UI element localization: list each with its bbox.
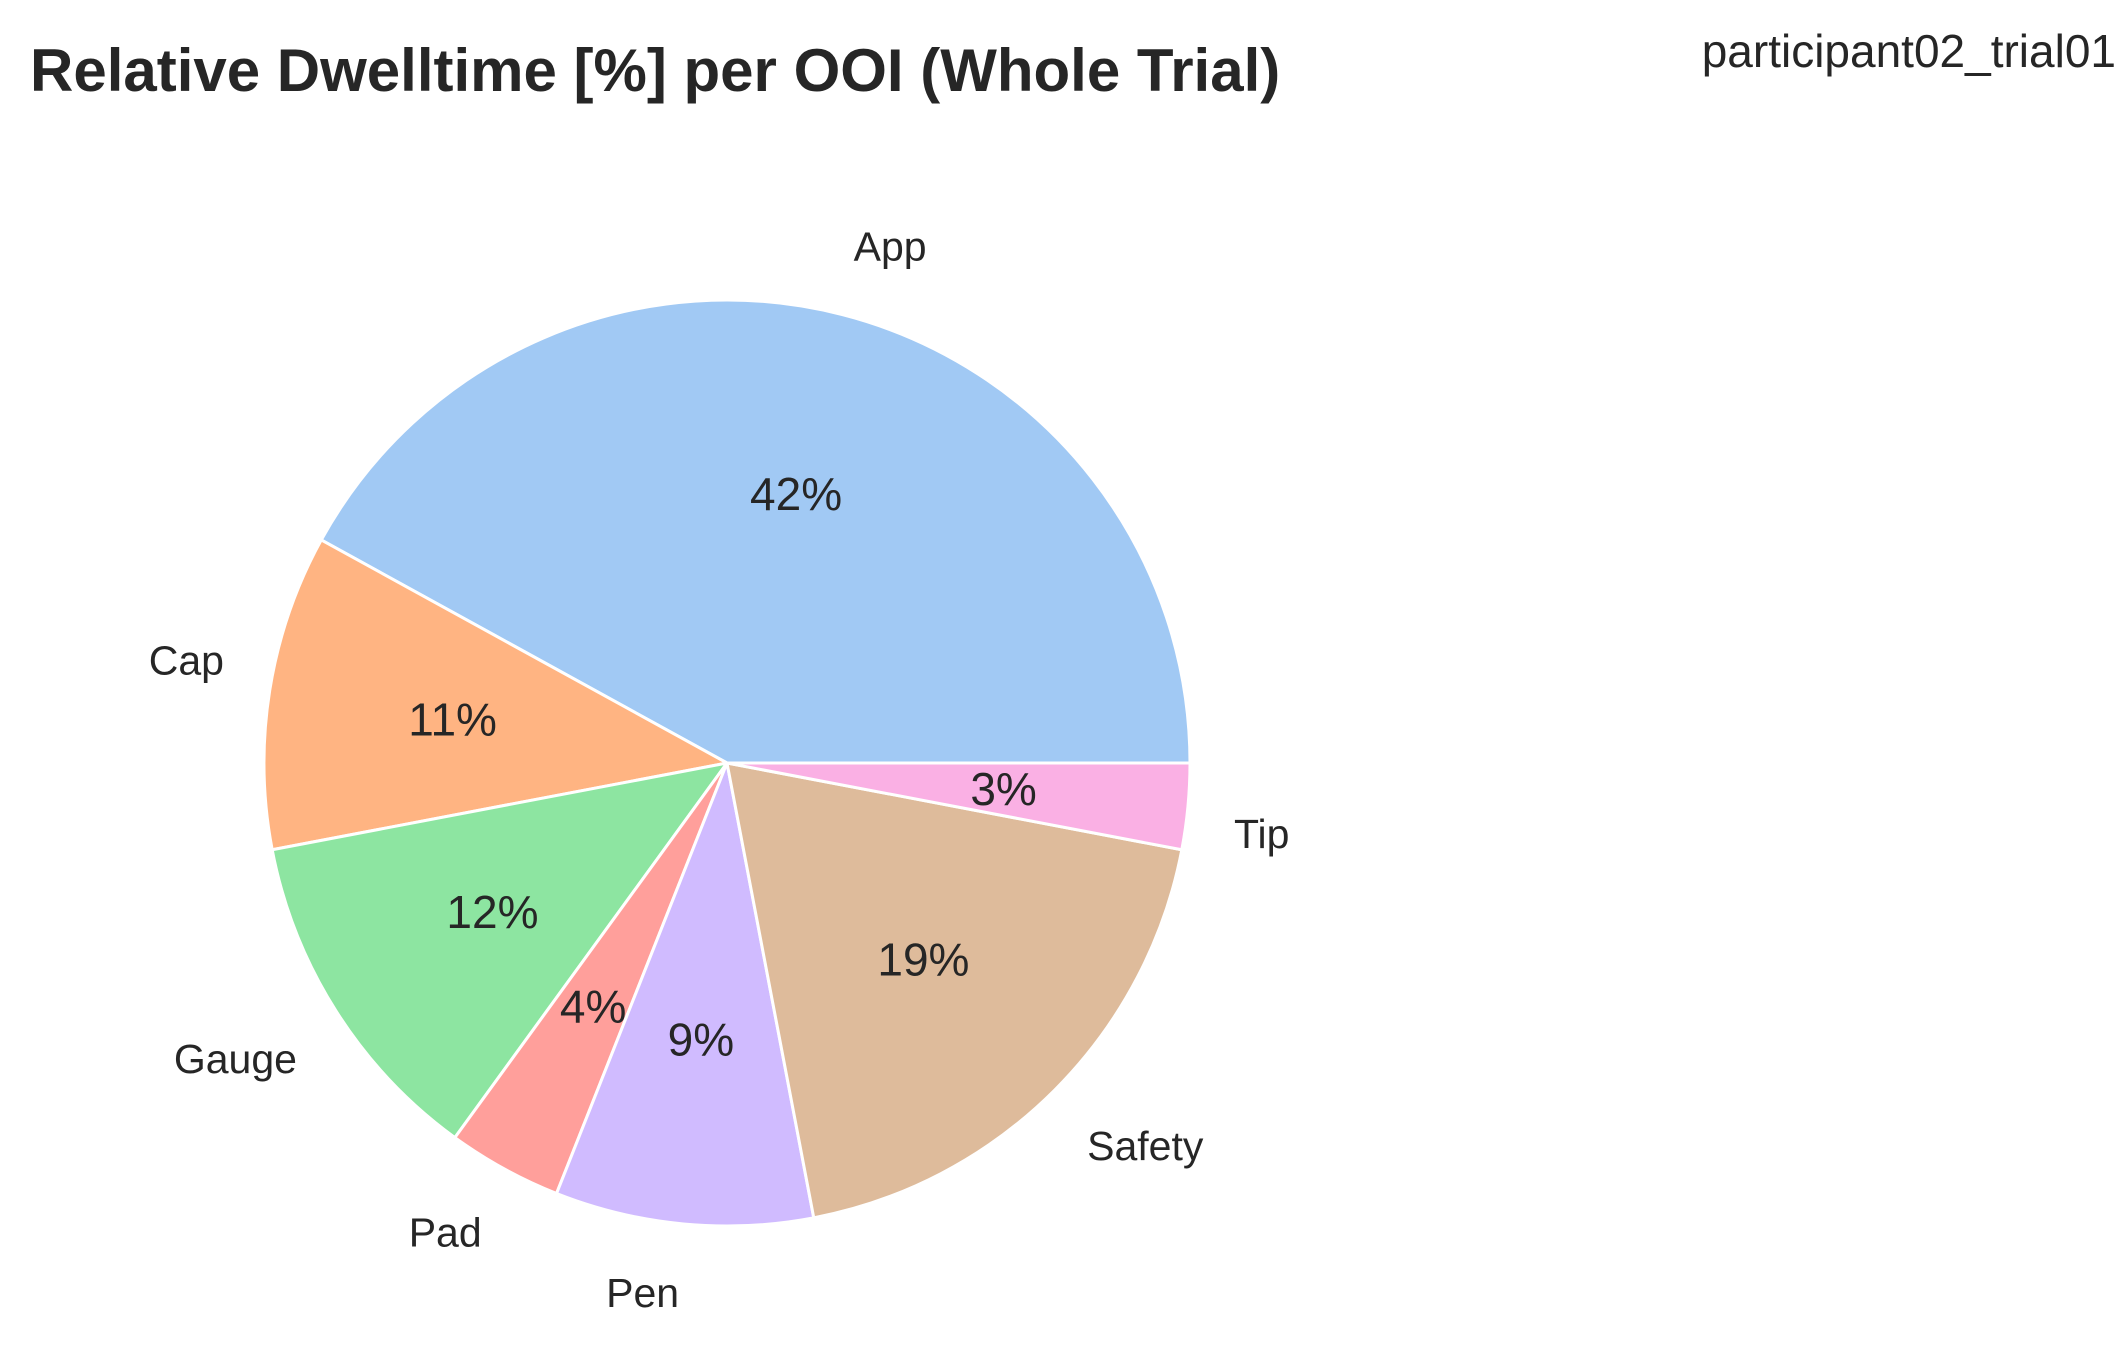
slice-label-pen: Pen (606, 1270, 679, 1316)
pct-label-app: 42% (750, 468, 842, 520)
pct-label-pad: 4% (560, 980, 626, 1032)
pie-slice-cap (262, 538, 729, 852)
pct-label-pen: 9% (668, 1014, 734, 1066)
pie-slice-tip (725, 761, 1192, 852)
pct-label-tip: 3% (970, 763, 1036, 815)
slice-label-safety: Safety (1087, 1123, 1204, 1169)
slice-label-gauge: Gauge (174, 1036, 297, 1082)
slice-label-tip: Tip (1234, 811, 1289, 857)
chart-annotation: participant02_trial01 (1701, 25, 2116, 77)
pie-slice-pen (555, 761, 816, 1228)
chart-title: Relative Dwelltime [%] per OOI (Whole Tr… (30, 37, 1281, 104)
pct-label-safety: 19% (877, 933, 969, 985)
pie-slice-gauge (270, 761, 729, 1140)
pie-slice-app (319, 298, 1192, 765)
slice-label-pad: Pad (409, 1209, 482, 1255)
pie-labels: App 42% Cap 11% Gauge 12% Pad 4% Pen 9% Safety 19% T… (149, 224, 1290, 1316)
pie-slice-safety (725, 761, 1184, 1220)
pct-label-gauge: 12% (446, 886, 538, 938)
pie-slices (262, 298, 1192, 1228)
slice-label-cap: Cap (149, 637, 224, 683)
slice-label-app: App (854, 224, 927, 270)
pct-label-cap: 11% (408, 694, 497, 746)
